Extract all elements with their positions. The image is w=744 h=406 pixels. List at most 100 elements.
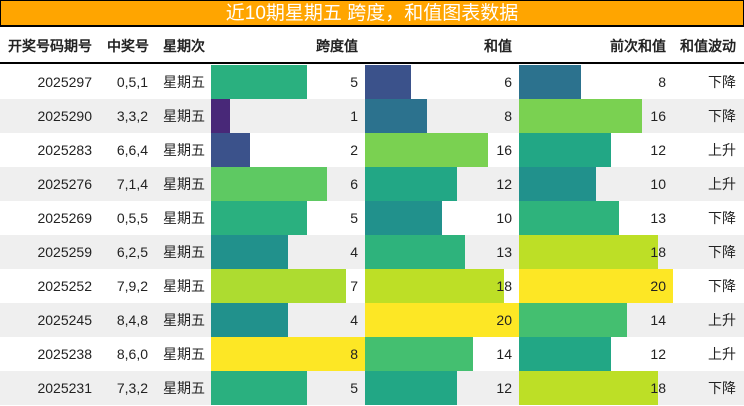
cell-issue: 2025231 bbox=[37, 380, 92, 396]
cell-weekday: 星期五 bbox=[163, 108, 205, 124]
prev-sum-bar bbox=[519, 303, 627, 337]
header-weekday: 星期次 bbox=[163, 38, 205, 54]
table-row: 2025259 6,2,5 星期五 4 13 18 下降 bbox=[0, 235, 744, 269]
cell-trend: 下降 bbox=[708, 244, 736, 260]
cell-trend: 下降 bbox=[708, 210, 736, 226]
cell-sum: 16 bbox=[496, 142, 512, 158]
title-bar: 近10期星期五 跨度，和值图表数据 bbox=[0, 0, 744, 27]
header-trend: 和值波动 bbox=[680, 38, 736, 54]
table-row: 2025252 7,9,2 星期五 7 18 20 下降 bbox=[0, 269, 744, 303]
sum-bar bbox=[365, 201, 442, 235]
cell-prev-sum: 12 bbox=[650, 142, 666, 158]
span-bar bbox=[211, 65, 307, 99]
cell-numbers: 0,5,1 bbox=[116, 74, 148, 90]
table-header: 开奖号码期号 中奖号 星期次 跨度值 和值 前次和值 和值波动 bbox=[0, 28, 744, 64]
table-row: 2025283 6,6,4 星期五 2 16 12 上升 bbox=[0, 133, 744, 167]
cell-issue: 2025252 bbox=[37, 278, 92, 294]
cell-trend: 上升 bbox=[708, 312, 736, 328]
cell-issue: 2025290 bbox=[37, 108, 92, 124]
cell-span: 1 bbox=[350, 108, 358, 124]
cell-numbers: 0,5,5 bbox=[116, 210, 148, 226]
sum-bar bbox=[365, 337, 473, 371]
sum-bar bbox=[365, 133, 488, 167]
span-bar bbox=[211, 269, 346, 303]
cell-weekday: 星期五 bbox=[163, 142, 205, 158]
cell-prev-sum: 18 bbox=[650, 244, 666, 260]
sum-bar bbox=[365, 371, 457, 405]
cell-span: 5 bbox=[350, 74, 358, 90]
span-bar bbox=[211, 303, 288, 337]
prev-sum-bar bbox=[519, 337, 611, 371]
cell-weekday: 星期五 bbox=[163, 312, 205, 328]
cell-weekday: 星期五 bbox=[163, 210, 205, 226]
page-title: 近10期星期五 跨度，和值图表数据 bbox=[225, 3, 519, 24]
cell-trend: 上升 bbox=[708, 176, 736, 192]
span-bar bbox=[211, 133, 250, 167]
sum-bar bbox=[365, 167, 457, 201]
cell-sum: 20 bbox=[496, 312, 512, 328]
cell-span: 8 bbox=[350, 346, 358, 362]
cell-numbers: 7,1,4 bbox=[116, 176, 148, 192]
cell-span: 4 bbox=[350, 244, 358, 260]
cell-span: 6 bbox=[350, 176, 358, 192]
cell-numbers: 3,3,2 bbox=[116, 108, 148, 124]
cell-trend: 上升 bbox=[708, 142, 736, 158]
cell-prev-sum: 20 bbox=[650, 278, 666, 294]
cell-trend: 下降 bbox=[708, 108, 736, 124]
cell-prev-sum: 14 bbox=[650, 312, 666, 328]
cell-issue: 2025283 bbox=[37, 142, 92, 158]
cell-numbers: 8,4,8 bbox=[116, 312, 148, 328]
sum-bar bbox=[365, 235, 465, 269]
cell-issue: 2025245 bbox=[37, 312, 92, 328]
cell-span: 2 bbox=[350, 142, 358, 158]
cell-weekday: 星期五 bbox=[163, 74, 205, 90]
cell-prev-sum: 10 bbox=[650, 176, 666, 192]
prev-sum-bar bbox=[519, 371, 658, 405]
prev-sum-bar bbox=[519, 167, 596, 201]
cell-numbers: 7,3,2 bbox=[116, 380, 148, 396]
cell-span: 7 bbox=[350, 278, 358, 294]
cell-issue: 2025297 bbox=[37, 74, 92, 90]
prev-sum-bar bbox=[519, 65, 581, 99]
span-bar bbox=[211, 99, 230, 133]
sum-bar bbox=[365, 269, 504, 303]
cell-numbers: 8,6,0 bbox=[116, 346, 148, 362]
cell-numbers: 6,2,5 bbox=[116, 244, 148, 260]
cell-sum: 18 bbox=[496, 278, 512, 294]
cell-sum: 8 bbox=[504, 108, 512, 124]
table-row: 2025276 7,1,4 星期五 6 12 10 上升 bbox=[0, 167, 744, 201]
cell-weekday: 星期五 bbox=[163, 176, 205, 192]
table-row: 2025290 3,3,2 星期五 1 8 16 下降 bbox=[0, 99, 744, 133]
prev-sum-bar bbox=[519, 133, 611, 167]
cell-issue: 2025269 bbox=[37, 210, 92, 226]
span-bar bbox=[211, 167, 327, 201]
cell-span: 5 bbox=[350, 210, 358, 226]
sum-bar bbox=[365, 303, 519, 337]
cell-numbers: 6,6,4 bbox=[116, 142, 148, 158]
prev-sum-bar bbox=[519, 99, 642, 133]
table-row: 2025245 8,4,8 星期五 4 20 14 上升 bbox=[0, 303, 744, 337]
cell-weekday: 星期五 bbox=[163, 380, 205, 396]
span-bar bbox=[211, 201, 307, 235]
cell-sum: 12 bbox=[496, 380, 512, 396]
cell-trend: 下降 bbox=[708, 380, 736, 396]
sum-bar bbox=[365, 65, 411, 99]
cell-weekday: 星期五 bbox=[163, 244, 205, 260]
cell-trend: 下降 bbox=[708, 74, 736, 90]
span-bar bbox=[211, 371, 307, 405]
header-sum: 和值 bbox=[484, 38, 512, 54]
cell-numbers: 7,9,2 bbox=[116, 278, 148, 294]
prev-sum-bar bbox=[519, 269, 673, 303]
cell-sum: 10 bbox=[496, 210, 512, 226]
cell-prev-sum: 13 bbox=[650, 210, 666, 226]
cell-prev-sum: 18 bbox=[650, 380, 666, 396]
cell-span: 4 bbox=[350, 312, 358, 328]
cell-issue: 2025238 bbox=[37, 346, 92, 362]
table-row: 2025297 0,5,1 星期五 5 6 8 下降 bbox=[0, 65, 744, 99]
cell-trend: 下降 bbox=[708, 278, 736, 294]
cell-weekday: 星期五 bbox=[163, 278, 205, 294]
cell-span: 5 bbox=[350, 380, 358, 396]
table-row: 2025238 8,6,0 星期五 8 14 12 上升 bbox=[0, 337, 744, 371]
cell-sum: 13 bbox=[496, 244, 512, 260]
cell-prev-sum: 16 bbox=[650, 108, 666, 124]
